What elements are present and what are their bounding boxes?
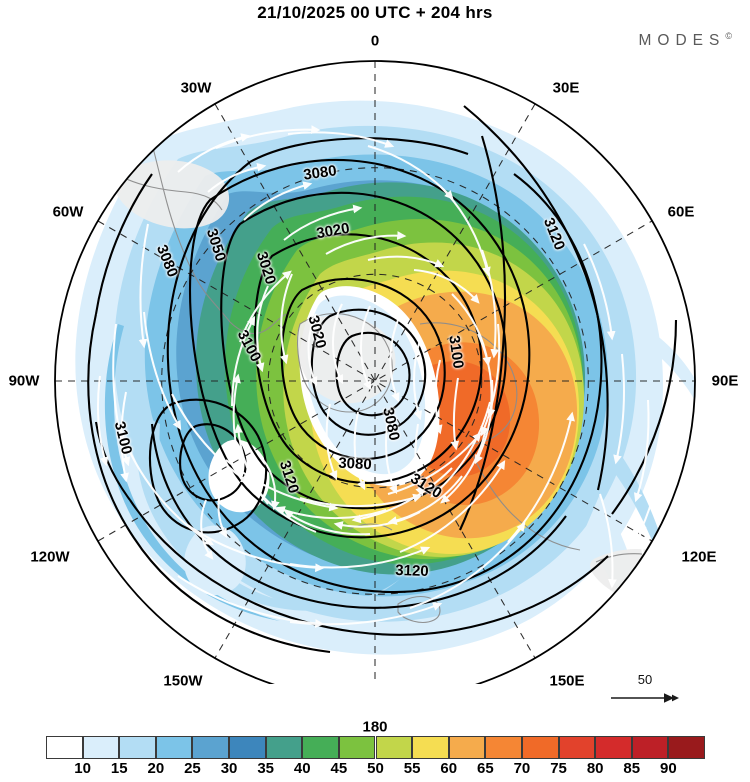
map-canvas (55, 61, 695, 684)
lon-label-90e: 90E (711, 372, 739, 390)
colorbar-tick: 60 (440, 760, 458, 777)
colorbar-tick: 20 (147, 760, 165, 777)
colorbar-cell (302, 736, 339, 759)
colorbar-tick: 80 (586, 760, 604, 777)
colorbar-tick: 25 (184, 760, 201, 777)
colorbar-cell (119, 736, 156, 759)
lon-label-120w: 120W (30, 548, 70, 566)
colorbar-cell (595, 736, 632, 759)
lon-label-120e: 120E (681, 548, 717, 566)
colorbar-cell (46, 736, 83, 759)
colorbar-tick: 70 (513, 760, 531, 777)
colorbar-cell (485, 736, 522, 759)
colorbar-cell (558, 736, 596, 759)
modes-logo: MODES© (639, 31, 732, 50)
colorbar-tick: 65 (476, 760, 494, 777)
page-title: 21/10/2025 00 UTC + 204 hrs (257, 3, 493, 22)
colorbar-cell (338, 736, 376, 759)
colorbar-tick: 75 (550, 760, 567, 777)
brand-text: MODES (638, 32, 726, 50)
colorbar-cell (668, 736, 705, 759)
colorbar-cell (82, 736, 120, 759)
colorbar-cell (229, 736, 266, 759)
colorbar-tick: 15 (110, 760, 128, 777)
lon-label-30w: 30W (180, 79, 212, 97)
colorbar-tick: 45 (330, 760, 348, 777)
colorbar-cell (521, 736, 559, 759)
colorbar-cell (375, 736, 413, 759)
colorbar-tick: 40 (293, 760, 311, 777)
colorbar-tick: 30 (220, 760, 238, 777)
colorbar-cell (448, 736, 486, 759)
colorbar-tick: 10 (74, 760, 91, 777)
colorbar-cell (265, 736, 303, 759)
colorbar-cell (631, 736, 669, 759)
copyright-icon: © (725, 31, 732, 41)
colorbar-cell (412, 736, 449, 759)
colorbar-tick: 35 (257, 760, 274, 777)
colorbar-tick: 90 (660, 760, 677, 777)
wind-vectors (97, 125, 663, 628)
globe-outline (54, 60, 696, 684)
colorbar-tick: 55 (403, 760, 421, 777)
colorbar-tick: 50 (367, 760, 384, 777)
colorbar-ticks: 10 15 20 25 30 35 40 45 50 55 60 65 70 75 80 85 90 (0, 760, 750, 782)
wind-scale: 50 (610, 672, 680, 706)
lon-label-60e: 60E (667, 203, 695, 221)
lon-label-30e: 30E (552, 79, 580, 97)
colorbar (46, 736, 705, 759)
lon-label-60w: 60W (52, 203, 84, 221)
lon-label-90w: 90W (8, 372, 40, 390)
colorbar-cell (155, 736, 193, 759)
lon-label-150w: 150W (163, 672, 203, 690)
lon-label-150e: 150E (549, 672, 585, 690)
colorbar-cell (192, 736, 230, 759)
polar-map: 3080 3020 3050 3080 3020 3020 3100 3100 3080 3080… (0, 24, 750, 684)
lon-label-180: 180 (362, 718, 388, 736)
lon-label-0: 0 (370, 32, 380, 50)
wind-scale-value: 50 (637, 672, 653, 687)
colorbar-tick: 85 (623, 760, 641, 777)
